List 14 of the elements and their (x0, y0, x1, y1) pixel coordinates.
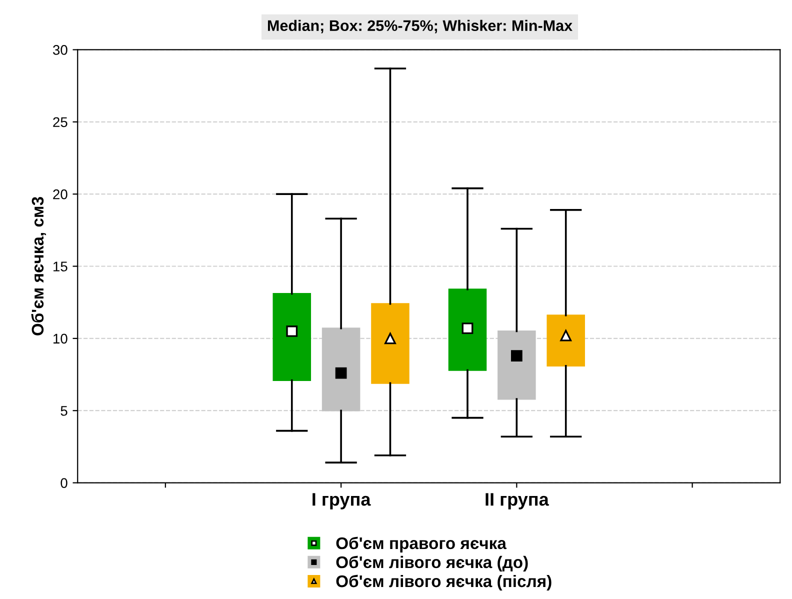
x-tick-label: I група (312, 493, 371, 510)
legend-label: Об'єм лівого яєчка (до) (336, 556, 528, 572)
y-tick-label: 0 (60, 478, 68, 488)
y-tick-label: 5 (60, 406, 68, 416)
y-tick-label: 25 (53, 117, 68, 128)
x-tick-label: II група (486, 493, 549, 510)
y-tick-label: 20 (53, 189, 68, 200)
y-tick-label: 10 (54, 334, 68, 344)
y-tick-label: 30 (52, 45, 68, 55)
chart-title: Median; Box: 25%-75%; Whisker: Min-Max (268, 20, 572, 34)
y-axis-title: Об'єм яєчка, см3 (31, 196, 46, 336)
y-tick-label: 15 (54, 262, 68, 272)
legend-label: Об'єм лівого яєчка (після) (336, 574, 552, 590)
legend-label: Об'єм правого яєчка (336, 536, 507, 552)
